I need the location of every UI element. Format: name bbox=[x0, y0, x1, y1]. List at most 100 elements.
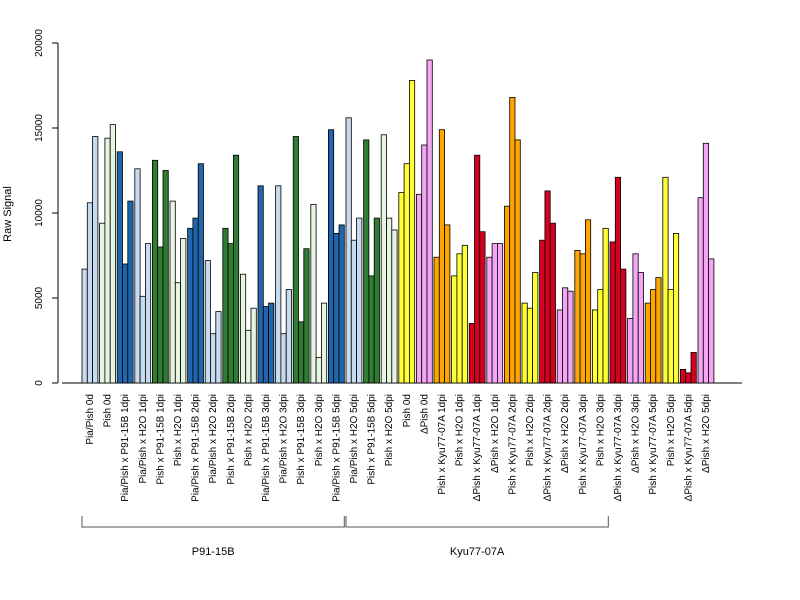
bar bbox=[169, 200, 176, 384]
bar bbox=[157, 246, 164, 384]
bar bbox=[609, 241, 616, 384]
x-tick-label: Pish x Kyu77-07A 1dpi bbox=[437, 394, 448, 495]
bar bbox=[257, 185, 264, 384]
bar bbox=[204, 260, 211, 384]
bar bbox=[468, 323, 475, 384]
bar bbox=[380, 134, 387, 384]
bar bbox=[268, 302, 275, 384]
bar bbox=[310, 204, 317, 384]
y-tick-label: 10000 bbox=[34, 199, 45, 227]
x-axis-labels: Pia/Pish 0d Pish 0d Pia/Pish x P91-15B 1dp… bbox=[85, 394, 712, 502]
bar bbox=[151, 159, 159, 384]
x-tick-label: Pish x Kyu77-07A 5dpi bbox=[648, 394, 659, 495]
bar bbox=[521, 302, 528, 384]
bar bbox=[433, 256, 440, 384]
bar bbox=[81, 268, 88, 384]
bar bbox=[134, 168, 141, 384]
bar bbox=[539, 239, 546, 384]
x-tick-label: Pish x H2O 1dpi bbox=[173, 394, 184, 466]
bar bbox=[86, 202, 94, 384]
bar bbox=[232, 154, 240, 384]
bar bbox=[415, 193, 423, 384]
bar bbox=[627, 317, 634, 384]
bar bbox=[408, 80, 416, 384]
bar bbox=[632, 253, 639, 384]
bar bbox=[215, 311, 222, 384]
bar bbox=[363, 139, 370, 384]
bar bbox=[144, 243, 152, 384]
group-bracket bbox=[81, 516, 345, 528]
bar bbox=[222, 227, 229, 384]
bar bbox=[356, 217, 363, 384]
bar bbox=[567, 290, 574, 384]
bar bbox=[491, 243, 498, 384]
bar bbox=[526, 307, 533, 384]
bar bbox=[503, 205, 511, 384]
y-axis: 0 5000 10000 15000 20000 bbox=[34, 29, 59, 386]
bar bbox=[245, 329, 252, 384]
group-bracket bbox=[345, 516, 609, 528]
bar bbox=[579, 253, 586, 384]
bar bbox=[496, 243, 504, 384]
x-tick-label: Pish x H2O 1dpi bbox=[455, 394, 466, 466]
bar bbox=[509, 97, 516, 384]
bar bbox=[280, 333, 287, 384]
bar bbox=[398, 192, 405, 384]
bar bbox=[602, 227, 609, 384]
x-tick-label: Pish x Kyu77-07A 3dpi bbox=[578, 394, 589, 495]
bar bbox=[338, 224, 345, 384]
bar bbox=[127, 200, 134, 384]
bar bbox=[139, 295, 146, 384]
bar bbox=[592, 309, 599, 384]
x-tick-label: Pish x H2O 5dpi bbox=[384, 394, 395, 466]
bar bbox=[479, 231, 486, 384]
bar bbox=[262, 306, 269, 384]
x-tick-label: Pia/Pish x H2O 5dpi bbox=[349, 394, 360, 484]
y-tick-label: 0 bbox=[34, 380, 45, 386]
x-tick-label: Pish x H2O 3dpi bbox=[314, 394, 325, 466]
bar bbox=[461, 244, 468, 384]
bar bbox=[637, 272, 644, 384]
y-tick-label: 5000 bbox=[34, 286, 45, 309]
bar bbox=[474, 154, 481, 384]
bar bbox=[438, 129, 445, 384]
x-tick-label: ΔPish x H2O 1dpi bbox=[490, 394, 501, 473]
x-tick-label: Pia/Pish x P91-15B 5dpi bbox=[331, 394, 342, 502]
bar bbox=[574, 249, 581, 384]
y-tick-label: 20000 bbox=[34, 29, 45, 57]
bar bbox=[680, 368, 687, 384]
bar bbox=[597, 289, 604, 384]
bar bbox=[162, 170, 169, 384]
bar bbox=[486, 256, 493, 384]
bar bbox=[350, 239, 357, 384]
x-tick-label: Pish x P91-15B 1dpi bbox=[155, 394, 166, 485]
bar bbox=[333, 232, 340, 384]
bar bbox=[92, 136, 99, 384]
bar bbox=[285, 289, 292, 384]
bar bbox=[292, 136, 299, 384]
bar bbox=[690, 351, 697, 384]
bar bbox=[391, 229, 398, 384]
bar bbox=[685, 372, 692, 384]
x-tick-label: Pia/Pish x P91-15B 1dpi bbox=[120, 394, 131, 502]
y-tick-label: 15000 bbox=[34, 114, 45, 142]
bar bbox=[532, 272, 539, 384]
x-tick-label: Pish x H2O 5dpi bbox=[666, 394, 677, 466]
bar bbox=[562, 287, 569, 384]
x-tick-label: Pish x Kyu77-07A 2dpi bbox=[507, 394, 518, 495]
x-tick-label: Pish x H2O 2dpi bbox=[243, 394, 254, 466]
y-axis-title: Raw Signal bbox=[2, 186, 14, 242]
bar bbox=[403, 163, 410, 384]
bar bbox=[122, 263, 129, 384]
bar bbox=[250, 307, 257, 384]
x-tick-label: Pish x P91-15B 2dpi bbox=[226, 394, 237, 485]
bar bbox=[673, 232, 680, 384]
bars bbox=[81, 59, 715, 384]
bar bbox=[614, 176, 621, 384]
x-tick-label: Pia/Pish x P91-15B 3dpi bbox=[261, 394, 272, 502]
x-tick-label: ΔPish x Kyu77-07A 2dpi bbox=[543, 394, 554, 501]
bar bbox=[320, 302, 328, 384]
bar bbox=[104, 137, 111, 384]
x-tick-label: ΔPish 0d bbox=[419, 394, 430, 434]
